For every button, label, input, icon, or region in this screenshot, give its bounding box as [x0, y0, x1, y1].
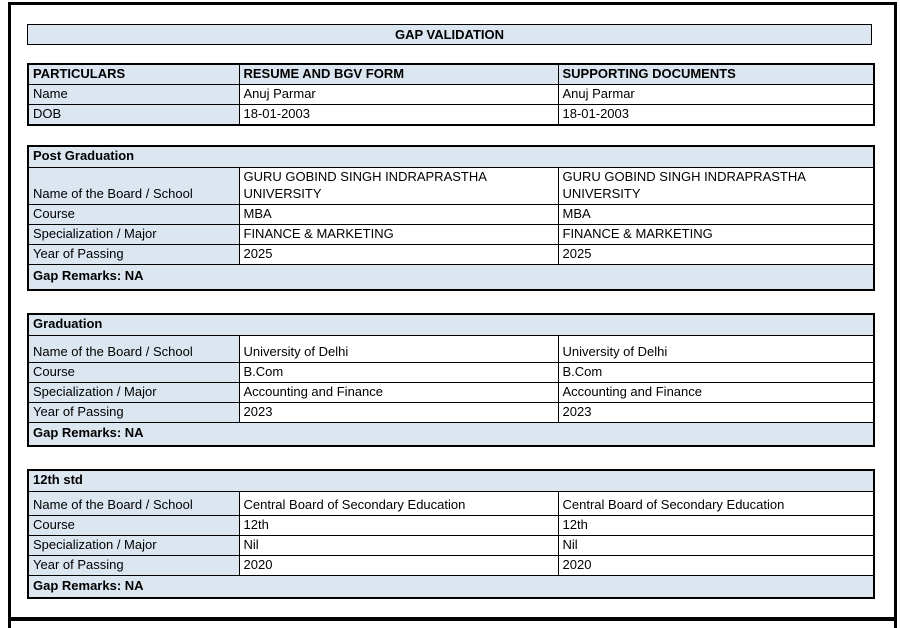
- table-row: Specialization / Major FINANCE & MARKETI…: [27, 224, 875, 245]
- section-title: Post Graduation: [27, 145, 875, 168]
- row-label-cell: Specialization / Major: [27, 382, 240, 403]
- resume-value-cell: 2023: [238, 402, 559, 423]
- resume-value-cell: 2020: [238, 555, 559, 576]
- header-supporting-docs: SUPPORTING DOCUMENTS: [557, 63, 875, 85]
- resume-value-cell: MBA: [238, 204, 559, 225]
- supporting-value-cell: Nil: [557, 535, 875, 556]
- supporting-value-cell: B.Com: [557, 362, 875, 383]
- resume-value-cell: Accounting and Finance: [238, 382, 559, 403]
- table-row: Name of the Board / School Central Board…: [27, 491, 875, 516]
- table-row: Name of the Board / School University of…: [27, 335, 875, 363]
- resume-value-cell: FINANCE & MARKETING: [238, 224, 559, 245]
- supporting-value-cell: 2023: [557, 402, 875, 423]
- row-label-cell: Year of Passing: [27, 555, 240, 576]
- table-row: Name of the Board / School GURU GOBIND S…: [27, 167, 875, 205]
- header-resume-bgv: RESUME AND BGV FORM: [238, 63, 559, 85]
- table-row: Name Anuj Parmar Anuj Parmar: [27, 84, 875, 105]
- document-title: GAP VALIDATION: [27, 24, 872, 45]
- row-label-cell: Name: [27, 84, 240, 105]
- table-row: DOB 18-01-2003 18-01-2003: [27, 104, 875, 126]
- gap-remarks: Gap Remarks: NA: [27, 264, 875, 291]
- gap-remarks-row: Gap Remarks: NA: [27, 264, 875, 291]
- section-12th-std: 12th std Name of the Board / School Cent…: [27, 469, 876, 599]
- table-row: Year of Passing 2020 2020: [27, 555, 875, 576]
- table-row: Course MBA MBA: [27, 204, 875, 225]
- resume-value-cell: GURU GOBIND SINGH INDRAPRASTHA UNIVERSIT…: [238, 167, 559, 205]
- section-title: Graduation: [27, 313, 875, 336]
- supporting-value-cell: GURU GOBIND SINGH INDRAPRASTHA UNIVERSIT…: [557, 167, 875, 205]
- row-label-cell: Course: [27, 204, 240, 225]
- row-label-cell: Specialization / Major: [27, 535, 240, 556]
- table-row: Course 12th 12th: [27, 515, 875, 536]
- supporting-value-cell: FINANCE & MARKETING: [557, 224, 875, 245]
- section-title-row: Post Graduation: [27, 145, 875, 168]
- resume-value-cell: 18-01-2003: [238, 104, 559, 126]
- outer-page-border: [8, 2, 897, 628]
- supporting-value-cell: MBA: [557, 204, 875, 225]
- row-label-cell: Course: [27, 362, 240, 383]
- table-row: Course B.Com B.Com: [27, 362, 875, 383]
- table-row: Year of Passing 2025 2025: [27, 244, 875, 265]
- section-title: 12th std: [27, 469, 875, 492]
- table-row: Year of Passing 2023 2023: [27, 402, 875, 423]
- row-label-cell: Specialization / Major: [27, 224, 240, 245]
- supporting-value-cell: Anuj Parmar: [557, 84, 875, 105]
- row-label-cell: Year of Passing: [27, 402, 240, 423]
- section-graduation: Graduation Name of the Board / School Un…: [27, 313, 876, 447]
- row-label-cell: Name of the Board / School: [27, 491, 240, 516]
- gap-remarks: Gap Remarks: NA: [27, 422, 875, 447]
- row-label-cell: Course: [27, 515, 240, 536]
- resume-value-cell: Central Board of Secondary Education: [238, 491, 559, 516]
- resume-value-cell: 2025: [238, 244, 559, 265]
- table-row: Specialization / Major Nil Nil: [27, 535, 875, 556]
- resume-value-cell: B.Com: [238, 362, 559, 383]
- resume-value-cell: University of Delhi: [238, 335, 559, 363]
- section-post-graduation: Post Graduation Name of the Board / Scho…: [27, 145, 876, 291]
- supporting-value-cell: Accounting and Finance: [557, 382, 875, 403]
- resume-value-cell: Anuj Parmar: [238, 84, 559, 105]
- row-label-cell: DOB: [27, 104, 240, 126]
- row-label-cell: Name of the Board / School: [27, 335, 240, 363]
- next-table-top-border: [8, 617, 897, 621]
- resume-value-cell: 12th: [238, 515, 559, 536]
- supporting-value-cell: University of Delhi: [557, 335, 875, 363]
- resume-value-cell: Nil: [238, 535, 559, 556]
- supporting-value-cell: 2025: [557, 244, 875, 265]
- supporting-value-cell: Central Board of Secondary Education: [557, 491, 875, 516]
- table-row: Specialization / Major Accounting and Fi…: [27, 382, 875, 403]
- gap-remarks: Gap Remarks: NA: [27, 575, 875, 599]
- candidate-info-table: PARTICULARS RESUME AND BGV FORM SUPPORTI…: [27, 63, 875, 126]
- supporting-value-cell: 12th: [557, 515, 875, 536]
- gap-remarks-row: Gap Remarks: NA: [27, 575, 875, 599]
- supporting-value-cell: 18-01-2003: [557, 104, 875, 126]
- row-label-cell: Year of Passing: [27, 244, 240, 265]
- gap-remarks-row: Gap Remarks: NA: [27, 422, 875, 447]
- supporting-value-cell: 2020: [557, 555, 875, 576]
- table-header-row: PARTICULARS RESUME AND BGV FORM SUPPORTI…: [27, 63, 875, 85]
- header-particulars: PARTICULARS: [27, 63, 240, 85]
- row-label-cell: Name of the Board / School: [27, 167, 240, 205]
- section-title-row: Graduation: [27, 313, 875, 336]
- section-title-row: 12th std: [27, 469, 875, 492]
